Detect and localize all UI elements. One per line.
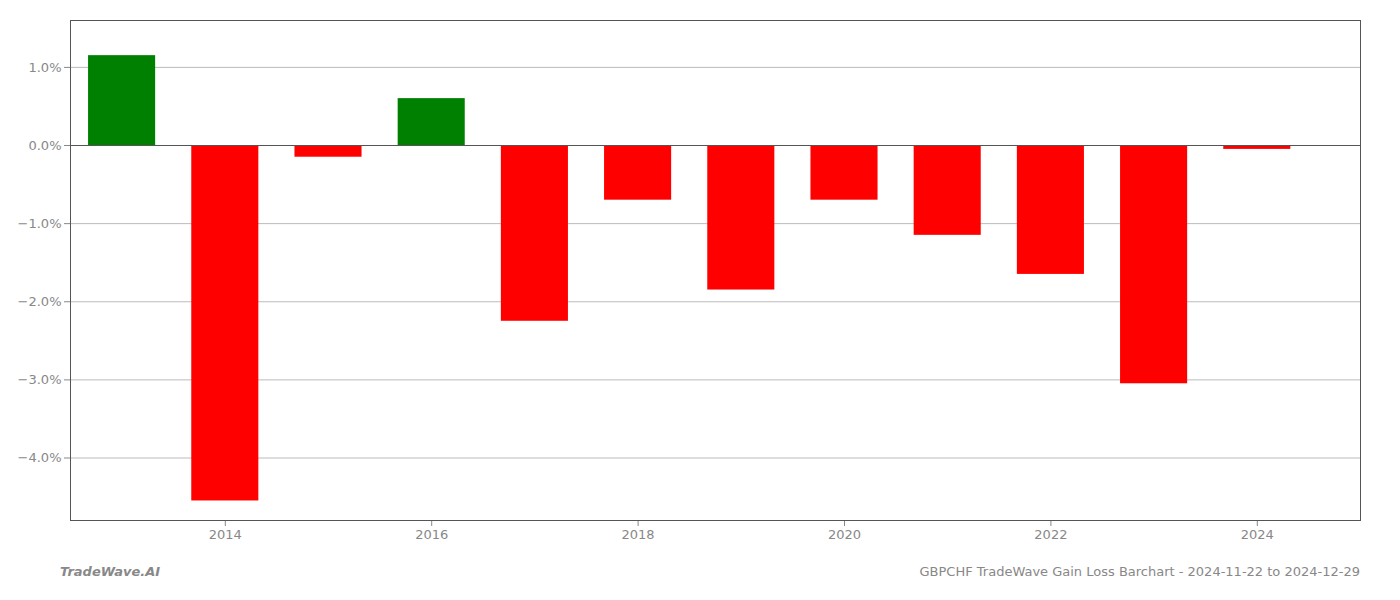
svg-text:2018: 2018 <box>622 527 655 542</box>
html-text:TradeWave.AI: TradeWave.AI <box>60 564 161 579</box>
svg-text:−4.0%: −4.0% <box>18 450 62 465</box>
html-text:GBPCHF TradeWave Gain Loss Bar: GBPCHF TradeWave Gain Loss Barchart - 20… <box>919 564 1360 579</box>
svg-text:2020: 2020 <box>828 527 861 542</box>
svg-text:2022: 2022 <box>1034 527 1067 542</box>
svg-text:2014: 2014 <box>209 527 242 542</box>
svg-text:−1.0%: −1.0% <box>18 216 62 231</box>
svg-text:−3.0%: −3.0% <box>18 372 62 387</box>
svg-text:0.0%: 0.0% <box>28 138 61 153</box>
svg-text:2016: 2016 <box>415 527 448 542</box>
svg-text:1.0%: 1.0% <box>28 60 61 75</box>
svg-text:2024: 2024 <box>1241 527 1274 542</box>
svg-text:−2.0%: −2.0% <box>18 294 62 309</box>
